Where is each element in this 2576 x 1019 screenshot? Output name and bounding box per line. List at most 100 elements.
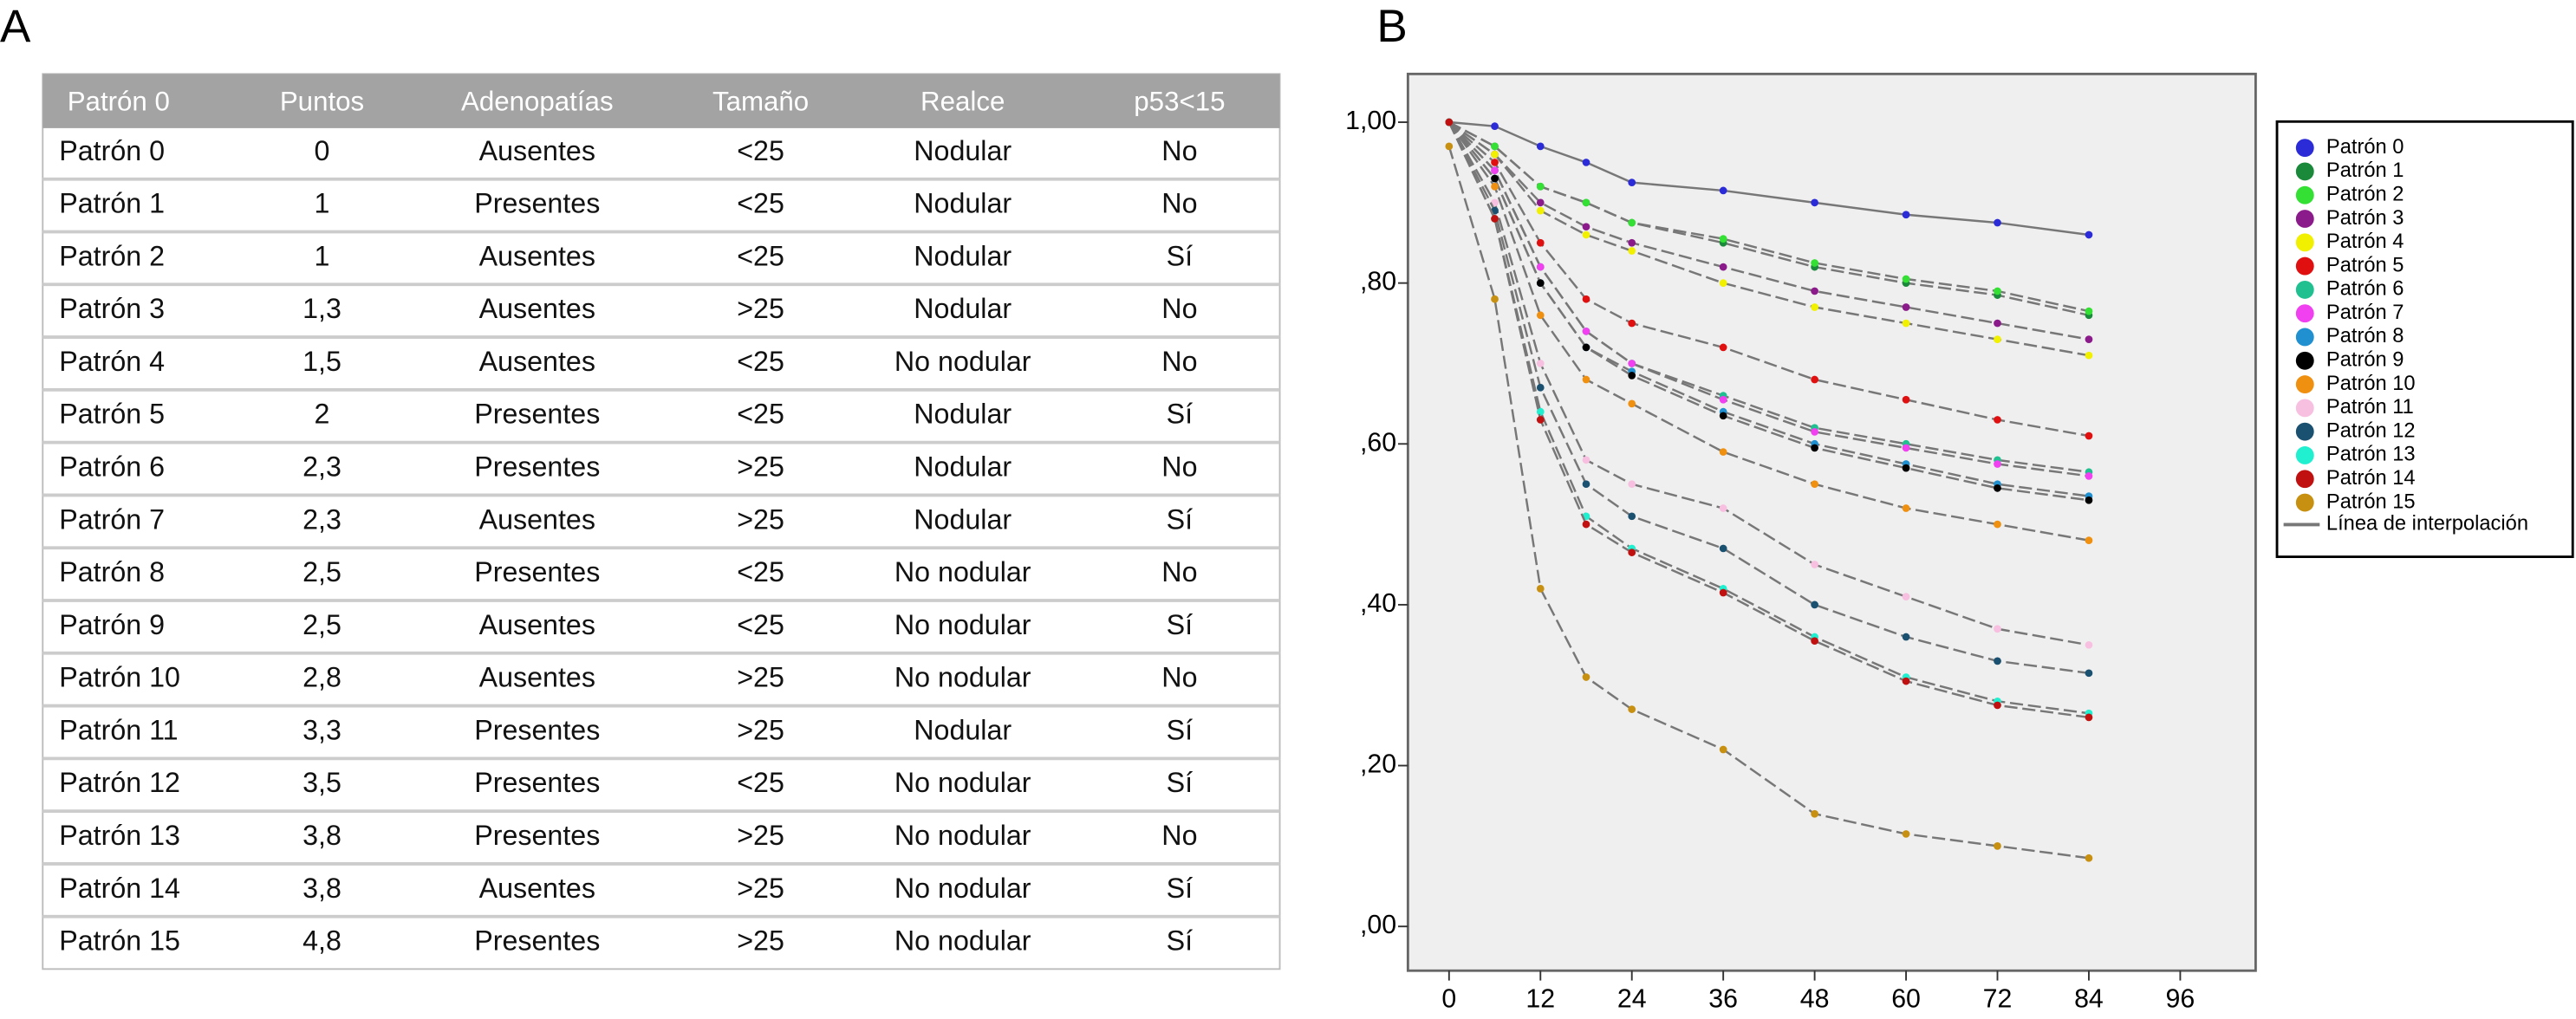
data-point xyxy=(1811,287,1818,295)
legend-label: Patrón 4 xyxy=(2326,230,2404,253)
data-point xyxy=(1994,701,2001,710)
data-point xyxy=(1902,211,1910,219)
data-point xyxy=(1582,295,1590,303)
table-cell: Presentes xyxy=(474,820,600,851)
table-cell: Patrón 7 xyxy=(59,503,165,535)
plot-area xyxy=(1406,72,2257,972)
series-line xyxy=(1448,121,2090,438)
data-point xyxy=(1719,279,1727,288)
legend-swatch xyxy=(2295,185,2314,204)
data-point xyxy=(1491,142,1499,151)
data-point xyxy=(1536,279,1545,288)
table-cell: Nodular xyxy=(914,135,1012,166)
table-cell: No xyxy=(1161,662,1197,693)
data-point xyxy=(1811,444,1818,452)
series-line xyxy=(1447,121,2090,477)
table-cell: Ausentes xyxy=(479,346,595,377)
x-tick-label: 12 xyxy=(1525,984,1555,1013)
data-point xyxy=(1811,637,1818,646)
table-cell: Sí xyxy=(1167,873,1193,904)
data-point xyxy=(1628,399,1636,408)
legend-label: Patrón 7 xyxy=(2326,302,2404,324)
table-header-cell: Patrón 0 xyxy=(68,87,170,117)
table-cell: Patrón 0 xyxy=(59,135,165,166)
series-line xyxy=(1448,120,2090,313)
data-point xyxy=(1491,122,1499,131)
table-cell: Sí xyxy=(1167,714,1193,745)
data-point xyxy=(2085,713,2093,722)
legend-swatch xyxy=(2295,399,2314,418)
table-cell: Ausentes xyxy=(479,135,595,166)
table-cell: Sí xyxy=(1167,503,1193,535)
legend-label: Patrón 10 xyxy=(2326,373,2416,395)
data-point xyxy=(1491,150,1499,159)
table-cell: Sí xyxy=(1167,399,1193,430)
x-tick-label: 60 xyxy=(1891,984,1921,1013)
table-header-cell: p53<15 xyxy=(1134,87,1225,117)
table-cell: Sí xyxy=(1167,240,1193,271)
table-cell: Nodular xyxy=(914,240,1012,271)
data-point xyxy=(1445,142,1454,151)
legend-swatch xyxy=(2295,162,2314,181)
data-point xyxy=(1491,166,1499,175)
data-point xyxy=(1811,198,1818,207)
table-cell: Nodular xyxy=(914,714,1012,745)
data-point xyxy=(1994,218,2001,227)
data-point xyxy=(1994,319,2001,328)
table-cell: >25 xyxy=(737,873,784,904)
table-cell: No nodular xyxy=(894,873,1031,904)
data-point xyxy=(1491,159,1499,166)
table-cell: Patrón 5 xyxy=(59,399,165,430)
table-cell: Nodular xyxy=(914,503,1012,535)
table-cell: Nodular xyxy=(914,399,1012,430)
table-cell: Presentes xyxy=(474,767,600,798)
data-point xyxy=(1628,480,1636,489)
legend-label: Línea de interpolación xyxy=(2326,513,2528,535)
table-cell: >25 xyxy=(737,293,784,324)
table-cell: 0 xyxy=(315,135,330,166)
data-point xyxy=(1811,480,1818,489)
table-cell: Patrón 8 xyxy=(59,556,165,587)
data-point xyxy=(1491,215,1499,223)
table-cell: No nodular xyxy=(894,820,1031,851)
data-point xyxy=(1491,295,1499,303)
table-cell: Ausentes xyxy=(479,662,595,693)
table-cell: Nodular xyxy=(914,451,1012,483)
table-cell: <25 xyxy=(737,767,784,798)
data-point xyxy=(1582,223,1590,231)
legend-swatch xyxy=(2295,375,2314,393)
table-cell: Patrón 2 xyxy=(59,240,165,271)
x-tick-label: 36 xyxy=(1708,984,1738,1013)
series-line xyxy=(1447,121,2090,646)
data-point xyxy=(1902,504,1910,512)
data-point xyxy=(1536,584,1545,593)
data-point xyxy=(1719,186,1727,195)
table-cell: Sí xyxy=(1167,609,1193,640)
table-cell: <25 xyxy=(737,240,784,271)
legend-label: Patrón 9 xyxy=(2326,349,2404,372)
table-cell: <25 xyxy=(737,556,784,587)
table-cell: Patrón 12 xyxy=(59,767,180,798)
table-cell: Patrón 1 xyxy=(59,188,165,219)
legend-swatch xyxy=(2295,210,2314,228)
series-line xyxy=(1448,121,2090,357)
table-cell: Nodular xyxy=(914,188,1012,219)
table-cell: Patrón 15 xyxy=(59,925,180,957)
table-cell: Nodular xyxy=(914,293,1012,324)
data-point xyxy=(1902,319,1910,328)
data-point xyxy=(1719,235,1727,243)
data-point xyxy=(2085,640,2093,649)
series-line xyxy=(1447,121,2090,719)
data-point xyxy=(1994,416,2001,424)
data-point xyxy=(1811,259,1818,267)
table-cell: 3,8 xyxy=(302,873,342,904)
table-cell: Patrón 3 xyxy=(59,293,165,324)
legend-swatch xyxy=(2295,304,2314,323)
table-cell: >25 xyxy=(737,451,784,483)
legend-label: Patrón 15 xyxy=(2326,490,2416,513)
legend-label: Patrón 13 xyxy=(2326,444,2416,466)
data-point xyxy=(1536,263,1545,271)
table-cell: No nodular xyxy=(894,346,1031,377)
table-cell: 3,5 xyxy=(302,767,342,798)
